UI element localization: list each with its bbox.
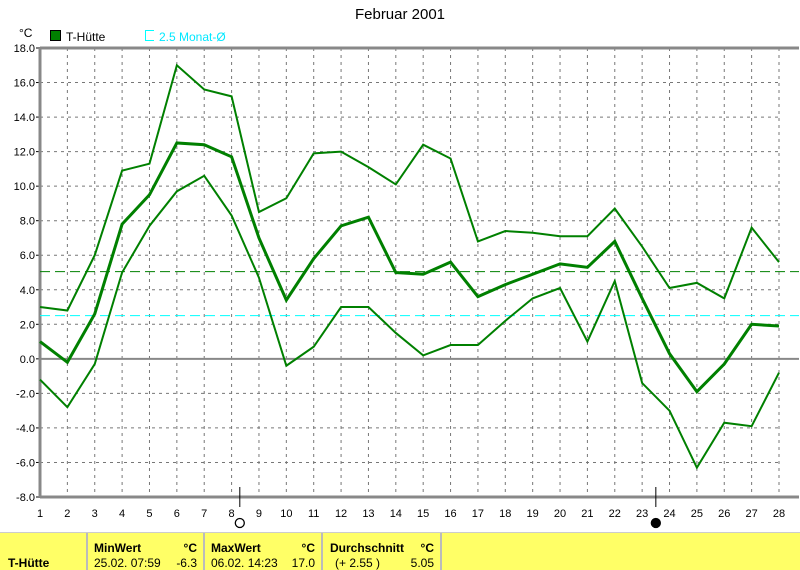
series-min-line (39, 174, 780, 470)
x-tick-label: 1 (37, 508, 43, 520)
x-tick-label: 16 (444, 508, 456, 520)
min-date: 25.02. 07:59 (94, 556, 161, 570)
x-tick-label: 23 (636, 508, 648, 520)
avg-unit: °C (420, 541, 434, 555)
x-tick-label: 19 (527, 508, 539, 520)
y-tick-label: 8.0 (20, 216, 35, 228)
chart-title: Februar 2001 (354, 6, 446, 23)
x-tick-label: 10 (280, 508, 292, 520)
x-tick-label: 20 (554, 508, 566, 520)
x-tick-label: 2 (64, 508, 70, 520)
y-tick-label: 0.0 (20, 354, 35, 366)
min-unit: °C (183, 541, 197, 555)
x-tick-label: 11 (308, 508, 319, 520)
avg-label: Durchschnitt (330, 541, 405, 555)
y-unit-label: °C (19, 26, 33, 40)
max-date: 06.02. 14:23 (211, 556, 278, 570)
legend-label: T-Hütte (66, 30, 106, 44)
y-tick-label: -2.0 (16, 388, 35, 400)
full-moon-icon (234, 517, 245, 529)
x-tick-label: 28 (773, 508, 785, 520)
x-tick-label: 25 (691, 508, 703, 520)
x-tick-label: 3 (92, 508, 98, 520)
x-tick-label: 18 (499, 508, 511, 520)
y-tick-label: 2.0 (20, 319, 35, 331)
x-tick-label: 9 (256, 508, 262, 520)
max-value: 17.0 (291, 556, 315, 570)
x-tick-label: 6 (174, 508, 180, 520)
y-tick-label: 14.0 (14, 112, 35, 124)
min-label: MinWert (94, 541, 142, 555)
avg-delta: (+ 2.55 ) (335, 556, 381, 570)
x-tick-label: 15 (417, 508, 429, 520)
y-tick-label: 6.0 (20, 250, 35, 262)
max-label: MaxWert (211, 541, 261, 555)
y-tick-label: 10.0 (14, 181, 35, 193)
station-name: T-Hütte (8, 556, 50, 570)
x-tick-label: 26 (718, 508, 730, 520)
legend-t-huette: T-Hütte (50, 30, 105, 44)
x-tick-label: 13 (362, 508, 374, 520)
legend-swatch (50, 30, 61, 41)
avg-value: 5.05 (410, 556, 434, 570)
x-tick-label: 12 (335, 508, 347, 520)
legend-monthly-avg: 2.5 Monat-Ø (145, 30, 226, 44)
series-mean-line (39, 141, 780, 394)
x-tick-label: 4 (119, 508, 125, 520)
stats-panel: T-Hütte MinWert °C 25.02. 07:59 -6.3 Max… (0, 532, 800, 570)
min-value: -6.3 (176, 556, 197, 570)
new-moon-icon (650, 517, 661, 529)
x-tick-label: 5 (146, 508, 152, 520)
y-tick-label: -6.0 (16, 457, 35, 469)
x-tick-label: 24 (663, 508, 675, 520)
max-unit: °C (301, 541, 315, 555)
legend-swatch (145, 30, 154, 41)
x-tick-label: 27 (746, 508, 758, 520)
x-tick-label: 7 (201, 508, 207, 520)
x-tick-label: 17 (472, 508, 484, 520)
legend-label: 2.5 Monat-Ø (159, 30, 226, 44)
x-tick-label: 22 (609, 508, 621, 520)
x-tick-label: 14 (390, 508, 402, 520)
chart-area: 18.0 16.0 14.0 12.0 10.0 8.0 6.0 4.0 2.0 0.0 -2.0 -… (14, 43, 799, 529)
series-max-line (39, 63, 780, 312)
y-tick-label: 16.0 (14, 78, 35, 90)
y-tick-label: -4.0 (16, 423, 35, 435)
x-tick-label: 21 (581, 508, 593, 520)
y-tick-label: -8.0 (16, 492, 35, 504)
y-tick-label: 12.0 (14, 147, 35, 159)
x-tick-label: 8 (229, 508, 235, 520)
y-tick-label: 4.0 (20, 285, 35, 297)
y-tick-label: 18.0 (14, 43, 35, 55)
